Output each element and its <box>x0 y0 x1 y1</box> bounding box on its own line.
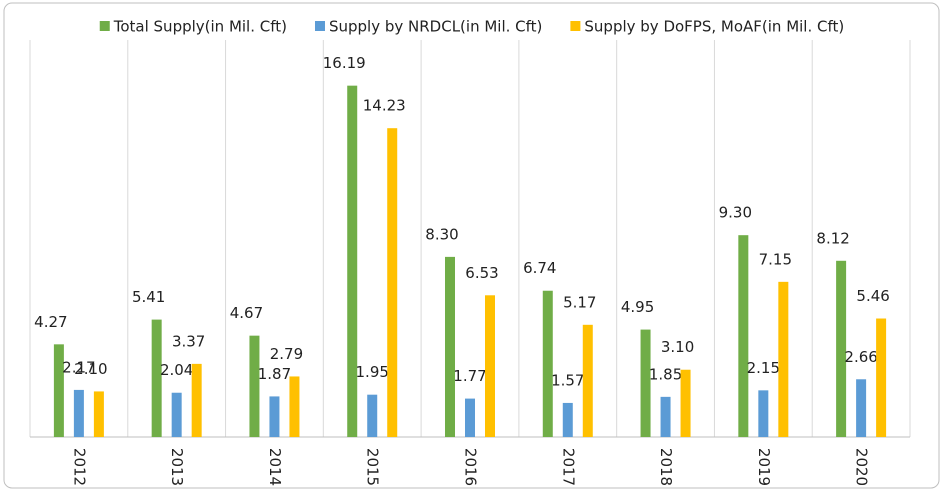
legend-label: Total Supply(in Mil. Cft) <box>113 18 287 36</box>
data-label: 9.30 <box>719 204 752 222</box>
data-label: 2.15 <box>747 359 780 377</box>
x-tick-label: 2013 <box>168 448 186 486</box>
data-label: 6.53 <box>465 264 498 282</box>
bar <box>269 396 280 437</box>
bar <box>856 379 867 437</box>
bar <box>249 335 260 437</box>
bar <box>151 319 162 437</box>
bar <box>640 329 651 437</box>
legend-swatch <box>99 21 110 31</box>
x-tick-label: 2015 <box>364 448 382 486</box>
bar <box>562 402 573 437</box>
x-tick-label: 2016 <box>462 448 480 486</box>
bar <box>660 396 671 437</box>
x-tick-label: 2018 <box>657 448 675 486</box>
data-label: 5.46 <box>856 287 889 305</box>
data-label: 6.74 <box>523 259 556 277</box>
data-label: 4.95 <box>621 298 654 316</box>
bar <box>758 390 769 437</box>
bar <box>485 295 495 437</box>
data-label: 3.10 <box>661 338 694 356</box>
bar <box>542 290 553 437</box>
data-label: 5.17 <box>563 293 596 311</box>
data-label: 3.37 <box>172 332 205 350</box>
bar <box>465 398 475 437</box>
data-label: 8.12 <box>816 229 849 247</box>
bar <box>680 369 691 437</box>
bar <box>778 281 789 437</box>
bar <box>836 260 847 437</box>
data-label: 1.57 <box>551 371 584 389</box>
legend-swatch <box>314 21 325 31</box>
bar <box>347 85 358 437</box>
data-label: 1.85 <box>649 365 682 383</box>
bar <box>387 128 398 437</box>
bar <box>53 344 64 437</box>
bar <box>93 391 104 437</box>
chart-frame <box>3 2 940 489</box>
data-label: 7.15 <box>759 250 792 268</box>
data-label: 5.41 <box>132 288 165 306</box>
x-tick-label: 2017 <box>559 448 577 486</box>
data-label: 2.79 <box>270 345 303 363</box>
data-label: 1.77 <box>453 367 486 385</box>
legend-swatch <box>570 21 581 31</box>
bar <box>738 235 749 437</box>
bar <box>876 318 887 437</box>
data-label: 16.19 <box>323 54 366 72</box>
data-label: 2.17 <box>62 358 95 376</box>
legend-label: Supply by DoFPS, MoAF(in Mil. Cft) <box>584 18 844 36</box>
bar <box>73 389 84 437</box>
x-tick-label: 2020 <box>853 448 871 486</box>
data-label: 1.95 <box>356 363 389 381</box>
bar <box>171 392 182 437</box>
bar <box>582 324 593 437</box>
bar <box>191 363 202 437</box>
bar <box>445 256 455 437</box>
x-tick-label: 2019 <box>755 448 773 486</box>
bar <box>289 376 300 437</box>
x-tick-label: 2012 <box>70 448 88 486</box>
data-label: 1.87 <box>258 365 291 383</box>
data-label: 2.04 <box>160 361 193 379</box>
bar <box>367 394 378 437</box>
legend-label: Supply by NRDCL(in Mil. Cft) <box>329 18 542 36</box>
data-label: 2.10 <box>74 360 107 378</box>
data-label: 8.30 <box>425 225 458 243</box>
data-label: 4.67 <box>230 304 263 322</box>
data-label: 4.27 <box>34 313 67 331</box>
data-label: 2.66 <box>844 348 877 366</box>
data-label: 14.23 <box>363 97 406 115</box>
x-tick-label: 2014 <box>266 448 284 486</box>
